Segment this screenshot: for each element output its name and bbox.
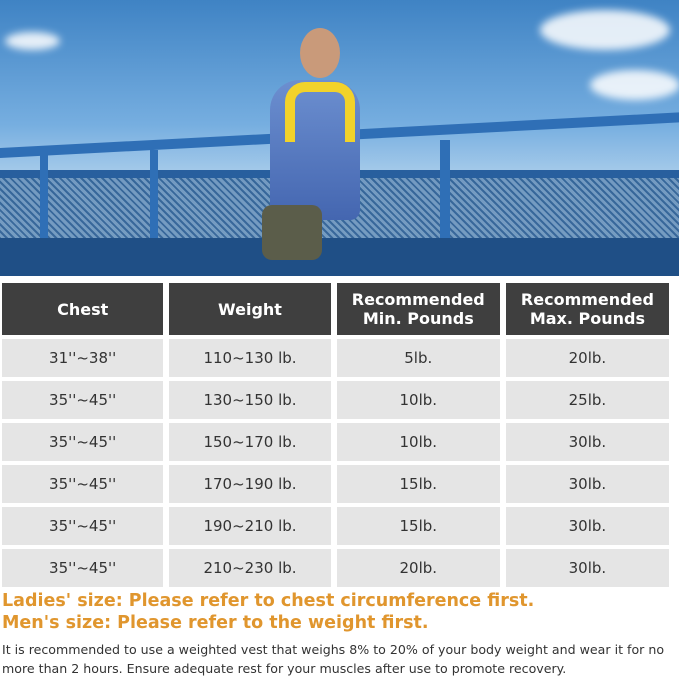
table-row: 31''~38'' 110~130 lb. 5lb. 20lb. [2,339,669,377]
table-cell: 35''~45'' [2,465,164,503]
table-row: 35''~45'' 190~210 lb. 15lb. 30lb. [2,507,669,545]
table-cell: 20lb. [505,339,669,377]
table-cell: 110~130 lb. [169,339,331,377]
usage-recommendation: It is recommended to use a weighted vest… [2,642,665,676]
table-row: 35''~45'' 150~170 lb. 10lb. 30lb. [2,423,669,461]
table-cell: 10lb. [336,423,500,461]
table-cell: 25lb. [505,381,669,419]
header-max-pounds: Recommended Max. Pounds [505,283,669,335]
table-cell: 35''~45'' [2,549,164,587]
table-cell: 35''~45'' [2,381,164,419]
table-cell: 190~210 lb. [169,507,331,545]
table-cell: 30lb. [505,507,669,545]
table-cell: 5lb. [336,339,500,377]
table-cell: 30lb. [505,549,669,587]
table-row: 35''~45'' 210~230 lb. 20lb. 30lb. [2,549,669,587]
table-cell: 170~190 lb. [169,465,331,503]
table-cell: 35''~45'' [2,507,164,545]
table-cell: 30lb. [505,465,669,503]
table-row: 35''~45'' 130~150 lb. 10lb. 25lb. [2,381,669,419]
table-cell: 35''~45'' [2,423,164,461]
table-row: 35''~45'' 170~190 lb. 15lb. 30lb. [2,465,669,503]
product-photo-woman-running-weighted-vest [0,0,679,276]
ladies-size-note: Ladies' size: Please refer to chest circ… [2,591,535,611]
table-cell: 210~230 lb. [169,549,331,587]
table-cell: 30lb. [505,423,669,461]
table-cell: 20lb. [336,549,500,587]
size-chart-table: Chest Weight Recommended Min. Pounds Rec… [0,279,675,591]
header-weight: Weight [169,283,331,335]
table-cell: 15lb. [336,507,500,545]
table-cell: 31''~38'' [2,339,164,377]
mens-size-note: Men's size: Please refer to the weight f… [2,613,429,633]
table-cell: 15lb. [336,465,500,503]
header-min-pounds: Recommended Min. Pounds [336,283,500,335]
table-cell: 10lb. [336,381,500,419]
table-cell: 130~150 lb. [169,381,331,419]
table-cell: 150~170 lb. [169,423,331,461]
header-chest: Chest [2,283,164,335]
